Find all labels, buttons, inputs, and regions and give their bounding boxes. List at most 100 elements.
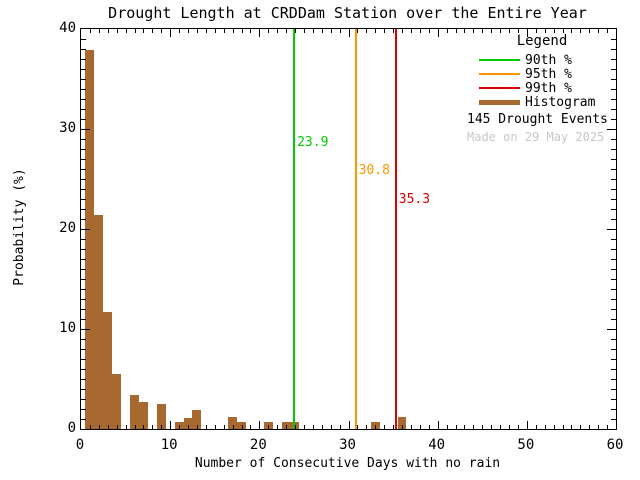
- x-major-tick: [437, 421, 439, 429]
- x-minor-tick: [509, 425, 510, 429]
- y-minor-tick-right: [611, 109, 616, 110]
- y-minor-tick-right: [611, 319, 616, 320]
- y-minor-tick-right: [611, 159, 616, 160]
- x-minor-tick: [268, 425, 270, 429]
- histogram-bar-day-9: [156, 404, 166, 429]
- p90-line-swatch: [479, 59, 520, 61]
- x-minor-tick-top: [482, 29, 484, 33]
- y-minor-tick-right: [611, 269, 616, 270]
- x-minor-tick: [553, 425, 555, 429]
- y-minor-tick: [81, 199, 86, 200]
- histogram-bar-day-18: [237, 422, 246, 429]
- histogram-bar-day-36: [397, 417, 407, 429]
- histogram-bar-day-4: [112, 374, 122, 429]
- x-minor-tick-top: [384, 29, 386, 33]
- plot-area: 23.9 30.8 35.3: [80, 28, 617, 430]
- x-minor-tick-top: [125, 29, 127, 33]
- x-minor-tick: [196, 425, 198, 429]
- y-minor-tick: [81, 209, 86, 210]
- histogram-bar-day-13: [192, 410, 202, 429]
- x-minor-tick: [491, 425, 493, 429]
- x-minor-tick: [589, 425, 591, 429]
- x-minor-tick-top: [214, 29, 216, 33]
- x-minor-tick: [161, 425, 163, 429]
- x-minor-tick-top: [98, 29, 100, 33]
- x-minor-tick: [446, 425, 448, 429]
- legend-entry-95th: 95th %: [467, 67, 617, 82]
- percentile-line-90th: [293, 29, 296, 429]
- x-minor-tick: [500, 425, 502, 429]
- y-minor-tick: [81, 79, 86, 80]
- y-minor-tick-right: [611, 239, 616, 240]
- x-minor-tick: [277, 425, 279, 429]
- y-minor-tick: [81, 289, 86, 290]
- x-minor-tick-top: [107, 29, 109, 33]
- x-minor-tick: [214, 425, 216, 429]
- y-tick-label-0: 0: [67, 420, 76, 436]
- x-minor-tick-top: [268, 29, 270, 33]
- y-major-tick-right: [607, 129, 616, 130]
- y-minor-tick-right: [611, 139, 616, 140]
- y-minor-tick: [81, 279, 86, 280]
- y-minor-tick-right: [611, 59, 616, 60]
- x-minor-tick: [107, 425, 109, 429]
- x-minor-tick: [295, 425, 296, 429]
- y-minor-tick-right: [611, 169, 616, 170]
- y-major-tick-right: [607, 329, 616, 330]
- x-minor-tick: [143, 425, 145, 429]
- y-minor-tick-right: [611, 309, 616, 310]
- x-tick-label-20: 20: [249, 437, 267, 453]
- y-minor-tick: [81, 409, 86, 410]
- x-minor-tick: [571, 425, 573, 429]
- y-minor-tick-right: [611, 219, 616, 220]
- y-minor-tick: [81, 149, 86, 150]
- x-minor-tick-top: [357, 29, 359, 33]
- y-minor-tick: [81, 359, 86, 360]
- x-major-tick: [259, 421, 261, 429]
- percentile-line-99th: [394, 29, 397, 429]
- legend-entry-label: 90th %: [525, 52, 572, 68]
- percentile-value-label: 35.3: [398, 192, 431, 207]
- x-minor-tick-top: [553, 29, 555, 33]
- x-minor-tick: [419, 425, 421, 429]
- x-minor-tick-top: [152, 29, 154, 33]
- y-minor-tick: [81, 59, 86, 60]
- x-minor-tick: [250, 425, 252, 429]
- y-minor-tick-right: [611, 259, 616, 260]
- x-minor-tick-top: [393, 29, 395, 33]
- histogram-bar-day-1: [85, 50, 95, 429]
- y-minor-tick: [81, 269, 86, 270]
- x-tick-label-40: 40: [428, 437, 446, 453]
- x-minor-tick-top: [562, 29, 564, 33]
- x-minor-tick: [580, 425, 582, 429]
- x-minor-tick-top: [303, 29, 305, 33]
- y-minor-tick-right: [611, 369, 616, 370]
- x-minor-tick-top: [330, 29, 332, 33]
- x-minor-tick-top: [295, 29, 296, 33]
- x-minor-tick-top: [196, 29, 198, 33]
- histogram-bar-day-3: [103, 312, 113, 429]
- x-minor-tick: [562, 425, 564, 429]
- x-minor-tick: [321, 425, 323, 429]
- x-minor-tick: [375, 425, 377, 429]
- x-minor-tick-top: [366, 29, 368, 33]
- y-minor-tick: [81, 309, 86, 310]
- x-minor-tick-top: [509, 29, 510, 33]
- percentile-line-95th: [354, 29, 357, 429]
- y-minor-tick-right: [611, 39, 616, 40]
- x-minor-tick-top: [188, 29, 189, 33]
- y-minor-tick: [81, 49, 86, 50]
- made-on-date: Made on 29 May 2025: [467, 130, 605, 144]
- y-minor-tick-right: [611, 279, 616, 280]
- percentile-value-label: 30.8: [358, 163, 390, 178]
- x-minor-tick: [232, 425, 234, 429]
- histogram-swatch: [479, 99, 520, 105]
- y-minor-tick-right: [611, 119, 616, 120]
- y-major-tick-right: [607, 229, 616, 230]
- y-minor-tick-right: [611, 179, 616, 180]
- x-minor-tick: [473, 425, 475, 429]
- x-minor-tick: [482, 425, 484, 429]
- x-minor-tick: [134, 425, 136, 429]
- y-tick-label-40: 40: [59, 20, 76, 36]
